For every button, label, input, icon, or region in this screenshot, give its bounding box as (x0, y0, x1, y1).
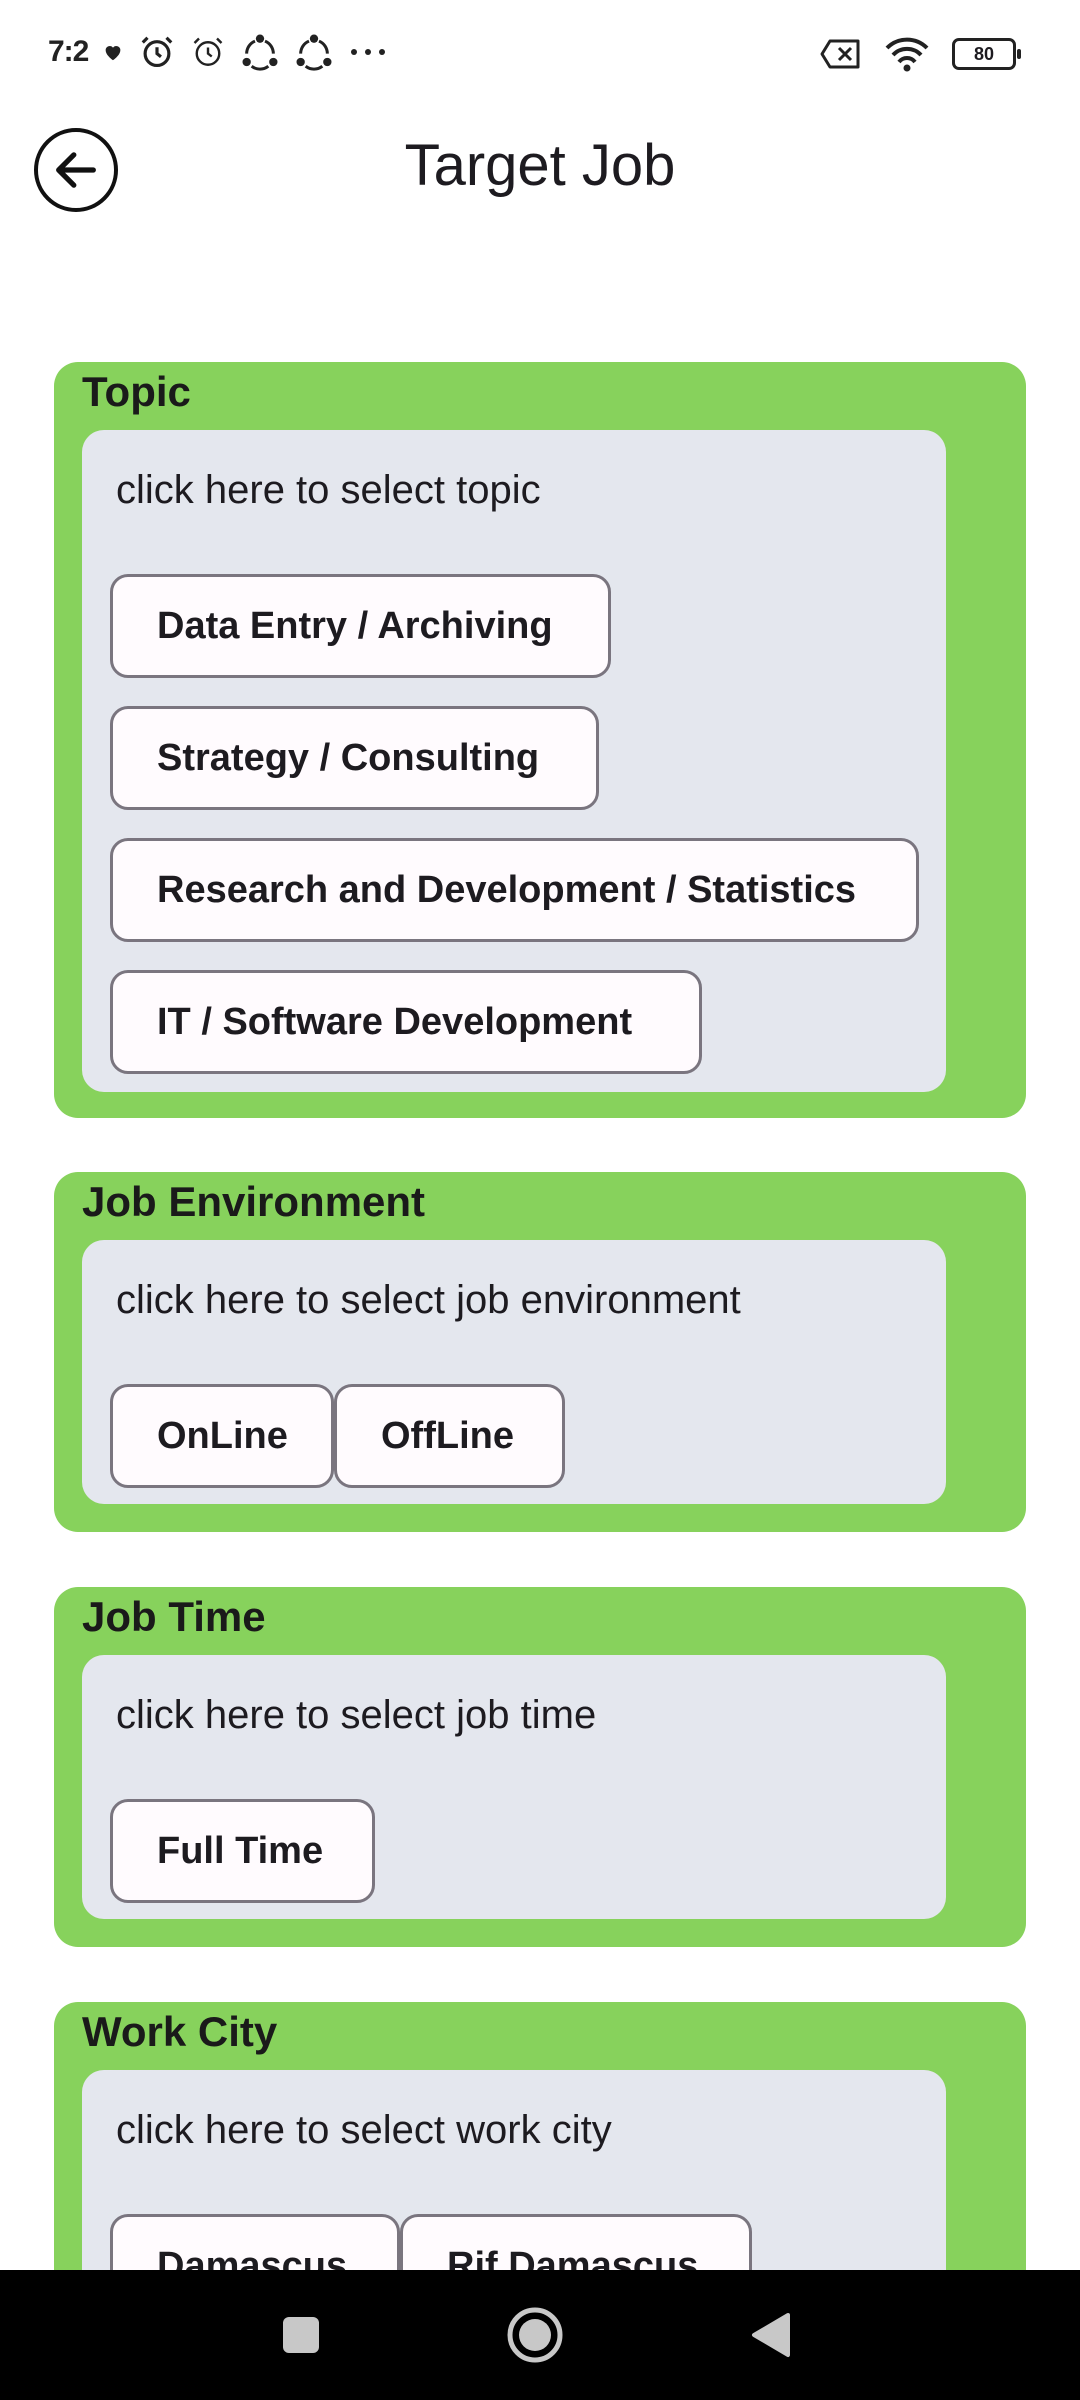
topic-chip[interactable]: Strategy / Consulting (110, 706, 599, 810)
page-title: Target Job (404, 133, 676, 198)
more-dots-icon (351, 49, 386, 55)
chip-label: Data Entry / Archiving (157, 604, 553, 647)
job-environment-hint[interactable]: click here to select job environment (116, 1278, 741, 1322)
share-icon (296, 34, 332, 71)
status-left: 7:2 (48, 32, 388, 72)
chip-label: IT / Software Development (157, 1000, 633, 1043)
topic-selector[interactable]: click here to select topic Data Entry / … (82, 430, 946, 1092)
back-button[interactable] (34, 128, 118, 212)
status-time: 7:2 (48, 35, 89, 68)
job-environment-section-title: Job Environment (82, 1178, 426, 1225)
recent-apps-icon (283, 2317, 319, 2353)
job-environment-selector[interactable]: click here to select job environment OnL… (82, 1240, 946, 1504)
chip-label: Strategy / Consulting (157, 736, 540, 779)
job-time-hint[interactable]: click here to select job time (116, 1693, 597, 1737)
share-icon (242, 34, 278, 71)
topic-chip[interactable]: Data Entry / Archiving (110, 574, 611, 678)
status-bar: 7:2 80 (0, 0, 1080, 110)
topic-chip[interactable]: IT / Software Development (110, 970, 702, 1074)
app-bar: Target Job (0, 110, 1080, 230)
job-environment-section: Job Environment click here to select job… (54, 1172, 1026, 1532)
heart-icon (106, 46, 121, 61)
job-environment-chip[interactable]: OffLine (334, 1384, 565, 1488)
sim-off-icon (820, 39, 860, 69)
chip-label: Full Time (157, 1829, 324, 1872)
back-arrow-icon (56, 152, 96, 188)
topic-section-title: Topic (82, 368, 191, 415)
job-environment-chip[interactable]: OnLine (110, 1384, 334, 1488)
alarm-icon (141, 36, 173, 68)
navigation-bar (0, 2270, 1080, 2400)
chip-label: OnLine (157, 1414, 288, 1457)
job-time-chip[interactable]: Full Time (110, 1799, 375, 1903)
recent-apps-button[interactable] (241, 2270, 361, 2400)
wifi-icon (885, 37, 929, 72)
topic-chip[interactable]: Research and Development / Statistics (110, 838, 919, 942)
back-icon (752, 2313, 790, 2357)
work-city-section-title: Work City (82, 2008, 278, 2055)
topic-section: Topic click here to select topic Data En… (54, 362, 1026, 1118)
job-time-section: Job Time click here to select job time F… (54, 1587, 1026, 1947)
system-back-button[interactable] (710, 2270, 830, 2400)
work-city-hint[interactable]: click here to select work city (116, 2108, 612, 2152)
job-time-selector[interactable]: click here to select job time Full Time (82, 1655, 946, 1919)
home-button[interactable] (475, 2270, 595, 2400)
home-icon (507, 2307, 563, 2363)
alarm-icon (194, 37, 223, 66)
chip-label: Research and Development / Statistics (157, 868, 857, 911)
status-right: 80 (820, 36, 1021, 72)
chip-label: OffLine (381, 1414, 514, 1457)
battery-level: 80 (973, 43, 995, 64)
battery-indicator: 80 (952, 38, 1021, 70)
topic-hint[interactable]: click here to select topic (116, 468, 541, 512)
job-time-section-title: Job Time (82, 1593, 266, 1640)
